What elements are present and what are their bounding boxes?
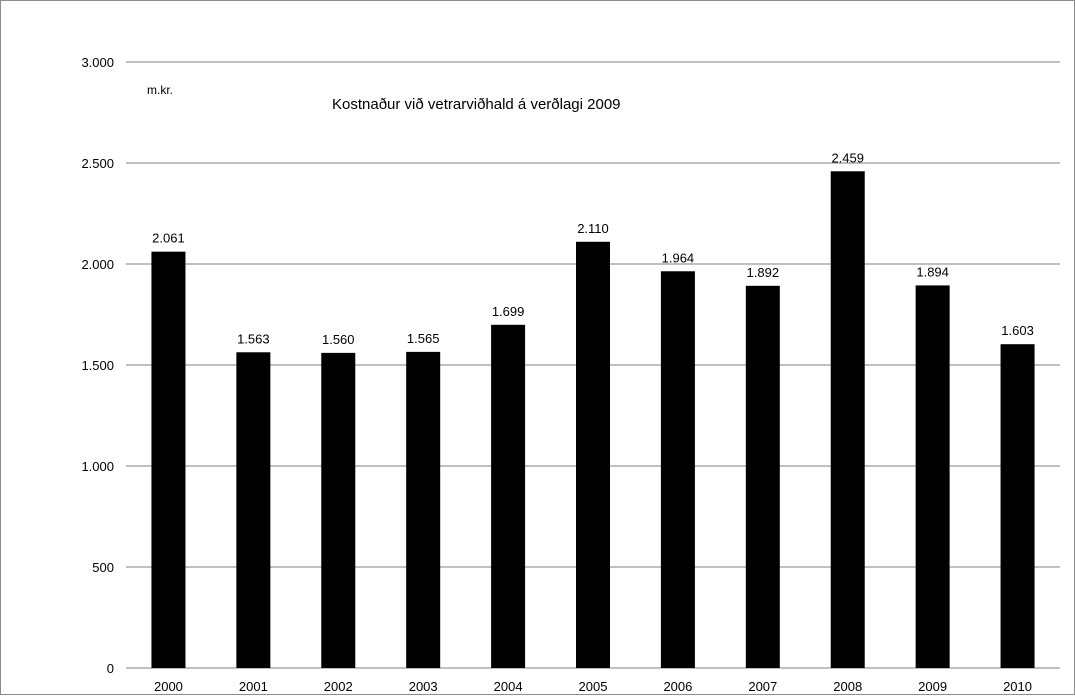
bars [151,171,1035,669]
data-label: 2.061 [152,231,185,246]
bar [1000,344,1035,668]
data-label: 1.563 [237,331,270,346]
bar [660,271,695,668]
bar [830,171,865,669]
bar [745,285,780,668]
bar [491,324,526,668]
x-axis-tick-labels: 2000 2001 2002 2003 2004 2005 2006 2007 2008 2009… [154,679,1032,694]
y-tick-label: 2.500 [81,156,114,171]
data-label: 1.560 [322,332,355,347]
y-tick-label: 3.000 [81,55,114,70]
data-label: 2.110 [577,221,609,236]
y-tick-label: 0 [107,661,114,676]
x-tick-label: 2007 [748,679,777,694]
unit-label: m.kr. [147,83,173,97]
chart-title: Kostnaður við vetrarviðhald á verðlagi 2… [332,96,621,113]
x-tick-label: 2002 [324,679,353,694]
data-label: 1.894 [916,264,949,279]
y-tick-label: 2.000 [81,257,114,272]
y-axis-tick-labels: 0 500 1.000 1.500 2.000 2.500 3.000 [81,55,114,676]
bar [236,352,271,668]
x-tick-label: 2009 [918,679,947,694]
gridlines [126,61,1060,568]
bar [406,351,441,668]
y-tick-label: 1.000 [81,459,114,474]
data-label: 2.459 [831,150,864,165]
x-tick-label: 2003 [409,679,438,694]
bar [576,241,610,668]
x-tick-label: 2000 [154,679,183,694]
y-tick-label: 1.500 [81,358,114,373]
data-label: 1.964 [662,250,695,265]
x-tick-label: 2005 [579,679,608,694]
x-tick-label: 2006 [663,679,692,694]
y-tick-label: 500 [92,560,114,575]
x-tick-label: 2001 [239,679,268,694]
bar [915,285,950,668]
data-label: 1.892 [747,265,780,280]
bar [321,352,356,668]
data-label: 1.699 [492,304,525,319]
x-tick-label: 2008 [833,679,862,694]
x-tick-label: 2004 [494,679,523,694]
data-label: 1.565 [407,331,440,346]
bar [151,251,186,669]
data-labels: 2.061 1.563 1.560 1.565 1.699 2.110 1.964 1.892… [152,150,1034,347]
data-label: 1.603 [1001,323,1034,338]
x-tick-label: 2010 [1003,679,1032,694]
